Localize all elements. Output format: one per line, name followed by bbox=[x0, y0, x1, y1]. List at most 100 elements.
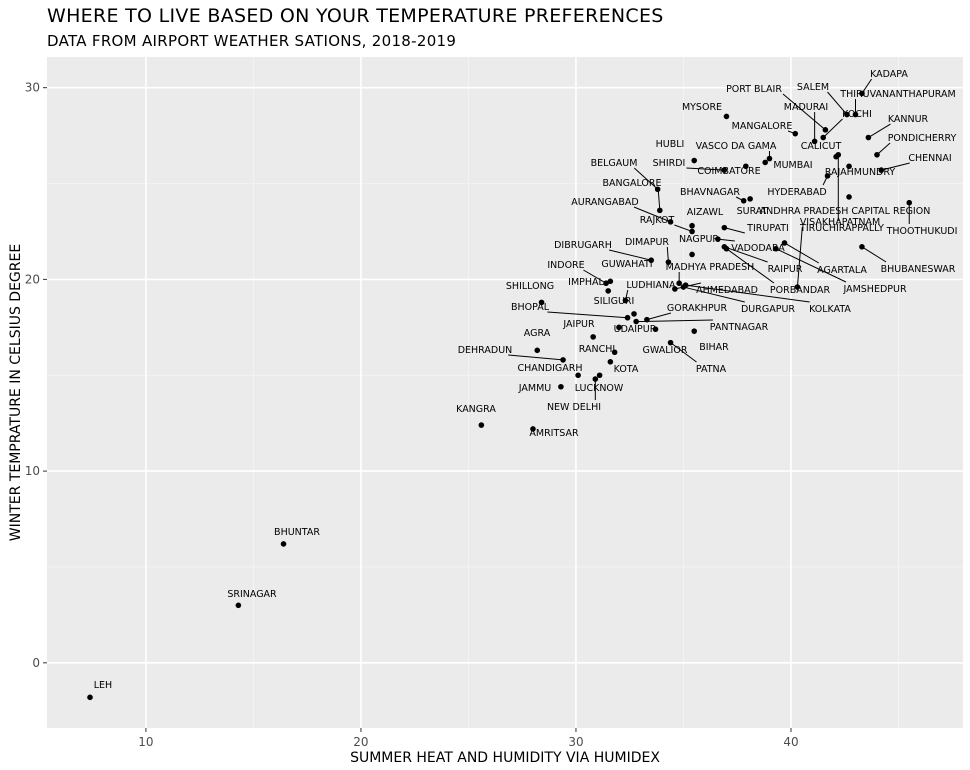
label-ludhiana: LUDHIANA bbox=[626, 280, 676, 291]
label-siliguri: SILIGURI bbox=[594, 296, 635, 307]
leader-line-tirupati bbox=[724, 227, 745, 234]
x-tick-label: 30 bbox=[568, 735, 583, 749]
leader-line-durgapur bbox=[683, 286, 745, 303]
leader-line-raipur bbox=[724, 246, 768, 263]
point-new-delhi bbox=[592, 376, 599, 382]
point-bhavnagar bbox=[740, 197, 747, 204]
x-axis-ticks: 10 20 30 40 bbox=[138, 728, 799, 749]
label-mangalore: MANGALORE bbox=[732, 121, 793, 132]
label-chennai: CHENNAI bbox=[908, 153, 951, 164]
label-gorakhpur: GORAKHPUR bbox=[667, 303, 728, 314]
label-bhubaneswar: BHUBANESWAR bbox=[881, 264, 956, 275]
label-leh: LEH bbox=[94, 680, 112, 691]
point-andhra-pradesh-capital-region bbox=[846, 194, 852, 200]
point-shirdi bbox=[721, 167, 728, 173]
point-bhopal bbox=[624, 314, 631, 321]
leader-line-visakhapatnam bbox=[796, 226, 803, 288]
leader-line-aurangabad bbox=[633, 206, 671, 223]
point-bihar bbox=[691, 328, 698, 334]
label-indore: INDORE bbox=[547, 260, 584, 271]
label-porbandar: PORBANDAR bbox=[770, 285, 831, 296]
label-dibrugarh: DIBRUGARH bbox=[554, 240, 612, 251]
point-madurai bbox=[811, 138, 818, 145]
data-points bbox=[87, 90, 913, 701]
label-amritsar: AMRITSAR bbox=[529, 428, 579, 439]
point-srinagar bbox=[235, 602, 242, 609]
point-jammu bbox=[558, 383, 564, 390]
label-pondicherry: PONDICHERRY bbox=[888, 133, 957, 144]
point-ludhiana bbox=[622, 297, 629, 304]
label-bhuntar: BHUNTAR bbox=[274, 527, 320, 538]
label-agartala: AGARTALA bbox=[817, 265, 867, 276]
label-kochi: KOCHI bbox=[842, 109, 872, 120]
label-coimbatore: COIMBATORE bbox=[697, 166, 760, 177]
label-bhavnagar: BHAVNAGAR bbox=[680, 187, 740, 198]
label-pantnagar: PANTNAGAR bbox=[710, 322, 769, 333]
label-ranchi: RANCHI bbox=[579, 344, 615, 355]
leader-line-bhubaneswar bbox=[861, 246, 887, 263]
label-raipur: RAIPUR bbox=[768, 264, 803, 275]
point-rajkot bbox=[689, 228, 695, 235]
point-bhuntar bbox=[280, 541, 287, 547]
point-jamshedpur bbox=[773, 245, 779, 252]
grid-lines bbox=[47, 57, 963, 728]
point-calicut bbox=[833, 153, 839, 160]
point-gorakhpur bbox=[644, 316, 650, 323]
y-tick-label: 10 bbox=[25, 464, 40, 478]
label-imphal: IMPHAL bbox=[568, 277, 604, 288]
point-thiruvananthapuram bbox=[852, 111, 859, 118]
chart-title: WHERE TO LIVE BASED ON YOUR TEMPERATURE … bbox=[47, 5, 664, 27]
point-ahmedabad bbox=[672, 286, 678, 292]
point-chennai bbox=[878, 167, 885, 173]
point-kadapa bbox=[859, 90, 865, 97]
label-tiruchirappally: TIRUCHIRAPPALLY bbox=[799, 223, 884, 234]
label-jamshedpur: JAMSHEDPUR bbox=[842, 284, 907, 295]
point-port-blair bbox=[822, 127, 829, 133]
label-lucknow: LUCKNOW bbox=[575, 383, 624, 394]
point-amritsar bbox=[530, 426, 536, 432]
point-siliguri bbox=[631, 311, 637, 317]
leader-line-agartala bbox=[784, 242, 820, 264]
label-jammu: JAMMU bbox=[518, 383, 552, 394]
chart-subtitle: DATA FROM AIRPORT WEATHER SATIONS, 2018-… bbox=[47, 32, 457, 50]
point-salem bbox=[844, 111, 850, 118]
leader-line-pondicherry bbox=[876, 142, 891, 156]
label-new-delhi: NEW DELHI bbox=[547, 402, 601, 413]
y-axis-title: WINTER TEMPRATURE IN CELSIUS DEGREE bbox=[8, 244, 24, 541]
point-imphal bbox=[605, 288, 612, 294]
point-guwahati bbox=[607, 278, 614, 285]
x-tick-label: 40 bbox=[783, 735, 798, 749]
y-axis-ticks: 0 10 20 30 bbox=[25, 81, 47, 670]
label-dimapur: DIMAPUR bbox=[625, 237, 669, 248]
point-madhya-pradesh bbox=[676, 280, 682, 287]
point-kangra bbox=[478, 422, 485, 428]
leader-line-vadodara bbox=[717, 238, 735, 242]
leader-line-jamshedpur bbox=[775, 248, 847, 283]
point-aurangabad bbox=[667, 219, 674, 225]
point-visakhapatnam bbox=[794, 284, 801, 290]
x-axis-title: SUMMER HEAT AND HUMIDITY VIA HUMIDEX bbox=[350, 750, 660, 766]
point-agartala bbox=[781, 240, 788, 246]
label-jaipur: JAIPUR bbox=[562, 319, 595, 330]
point-gwalior bbox=[652, 326, 659, 333]
leader-line-gorakhpur bbox=[646, 312, 672, 321]
point-dehradun bbox=[560, 357, 566, 363]
label-aizawl: AIZAWL bbox=[687, 207, 724, 218]
label-aurangabad: AURANGABAD bbox=[571, 197, 638, 208]
point-thoothukudi bbox=[906, 199, 913, 206]
label-rajkot: RAJKOT bbox=[640, 215, 675, 226]
point-pantnagar bbox=[633, 318, 639, 325]
label-kangra: KANGRA bbox=[456, 404, 496, 415]
label-hyderabad: HYDERABAD bbox=[767, 187, 826, 198]
point-mangalore bbox=[792, 130, 799, 137]
point-dimapur bbox=[665, 259, 672, 265]
plot-panel bbox=[47, 57, 963, 728]
label-mumbai: MUMBAI bbox=[773, 160, 812, 171]
point-belgaum bbox=[654, 186, 661, 193]
point-mumbai bbox=[762, 159, 768, 166]
x-tick-label: 20 bbox=[353, 735, 368, 749]
label-visakhapatnam: VISAKHAPATNAM bbox=[800, 217, 880, 228]
point-kolkata bbox=[682, 282, 689, 288]
label-calicut: CALICUT bbox=[801, 141, 842, 152]
point-pondicherry bbox=[874, 151, 880, 158]
